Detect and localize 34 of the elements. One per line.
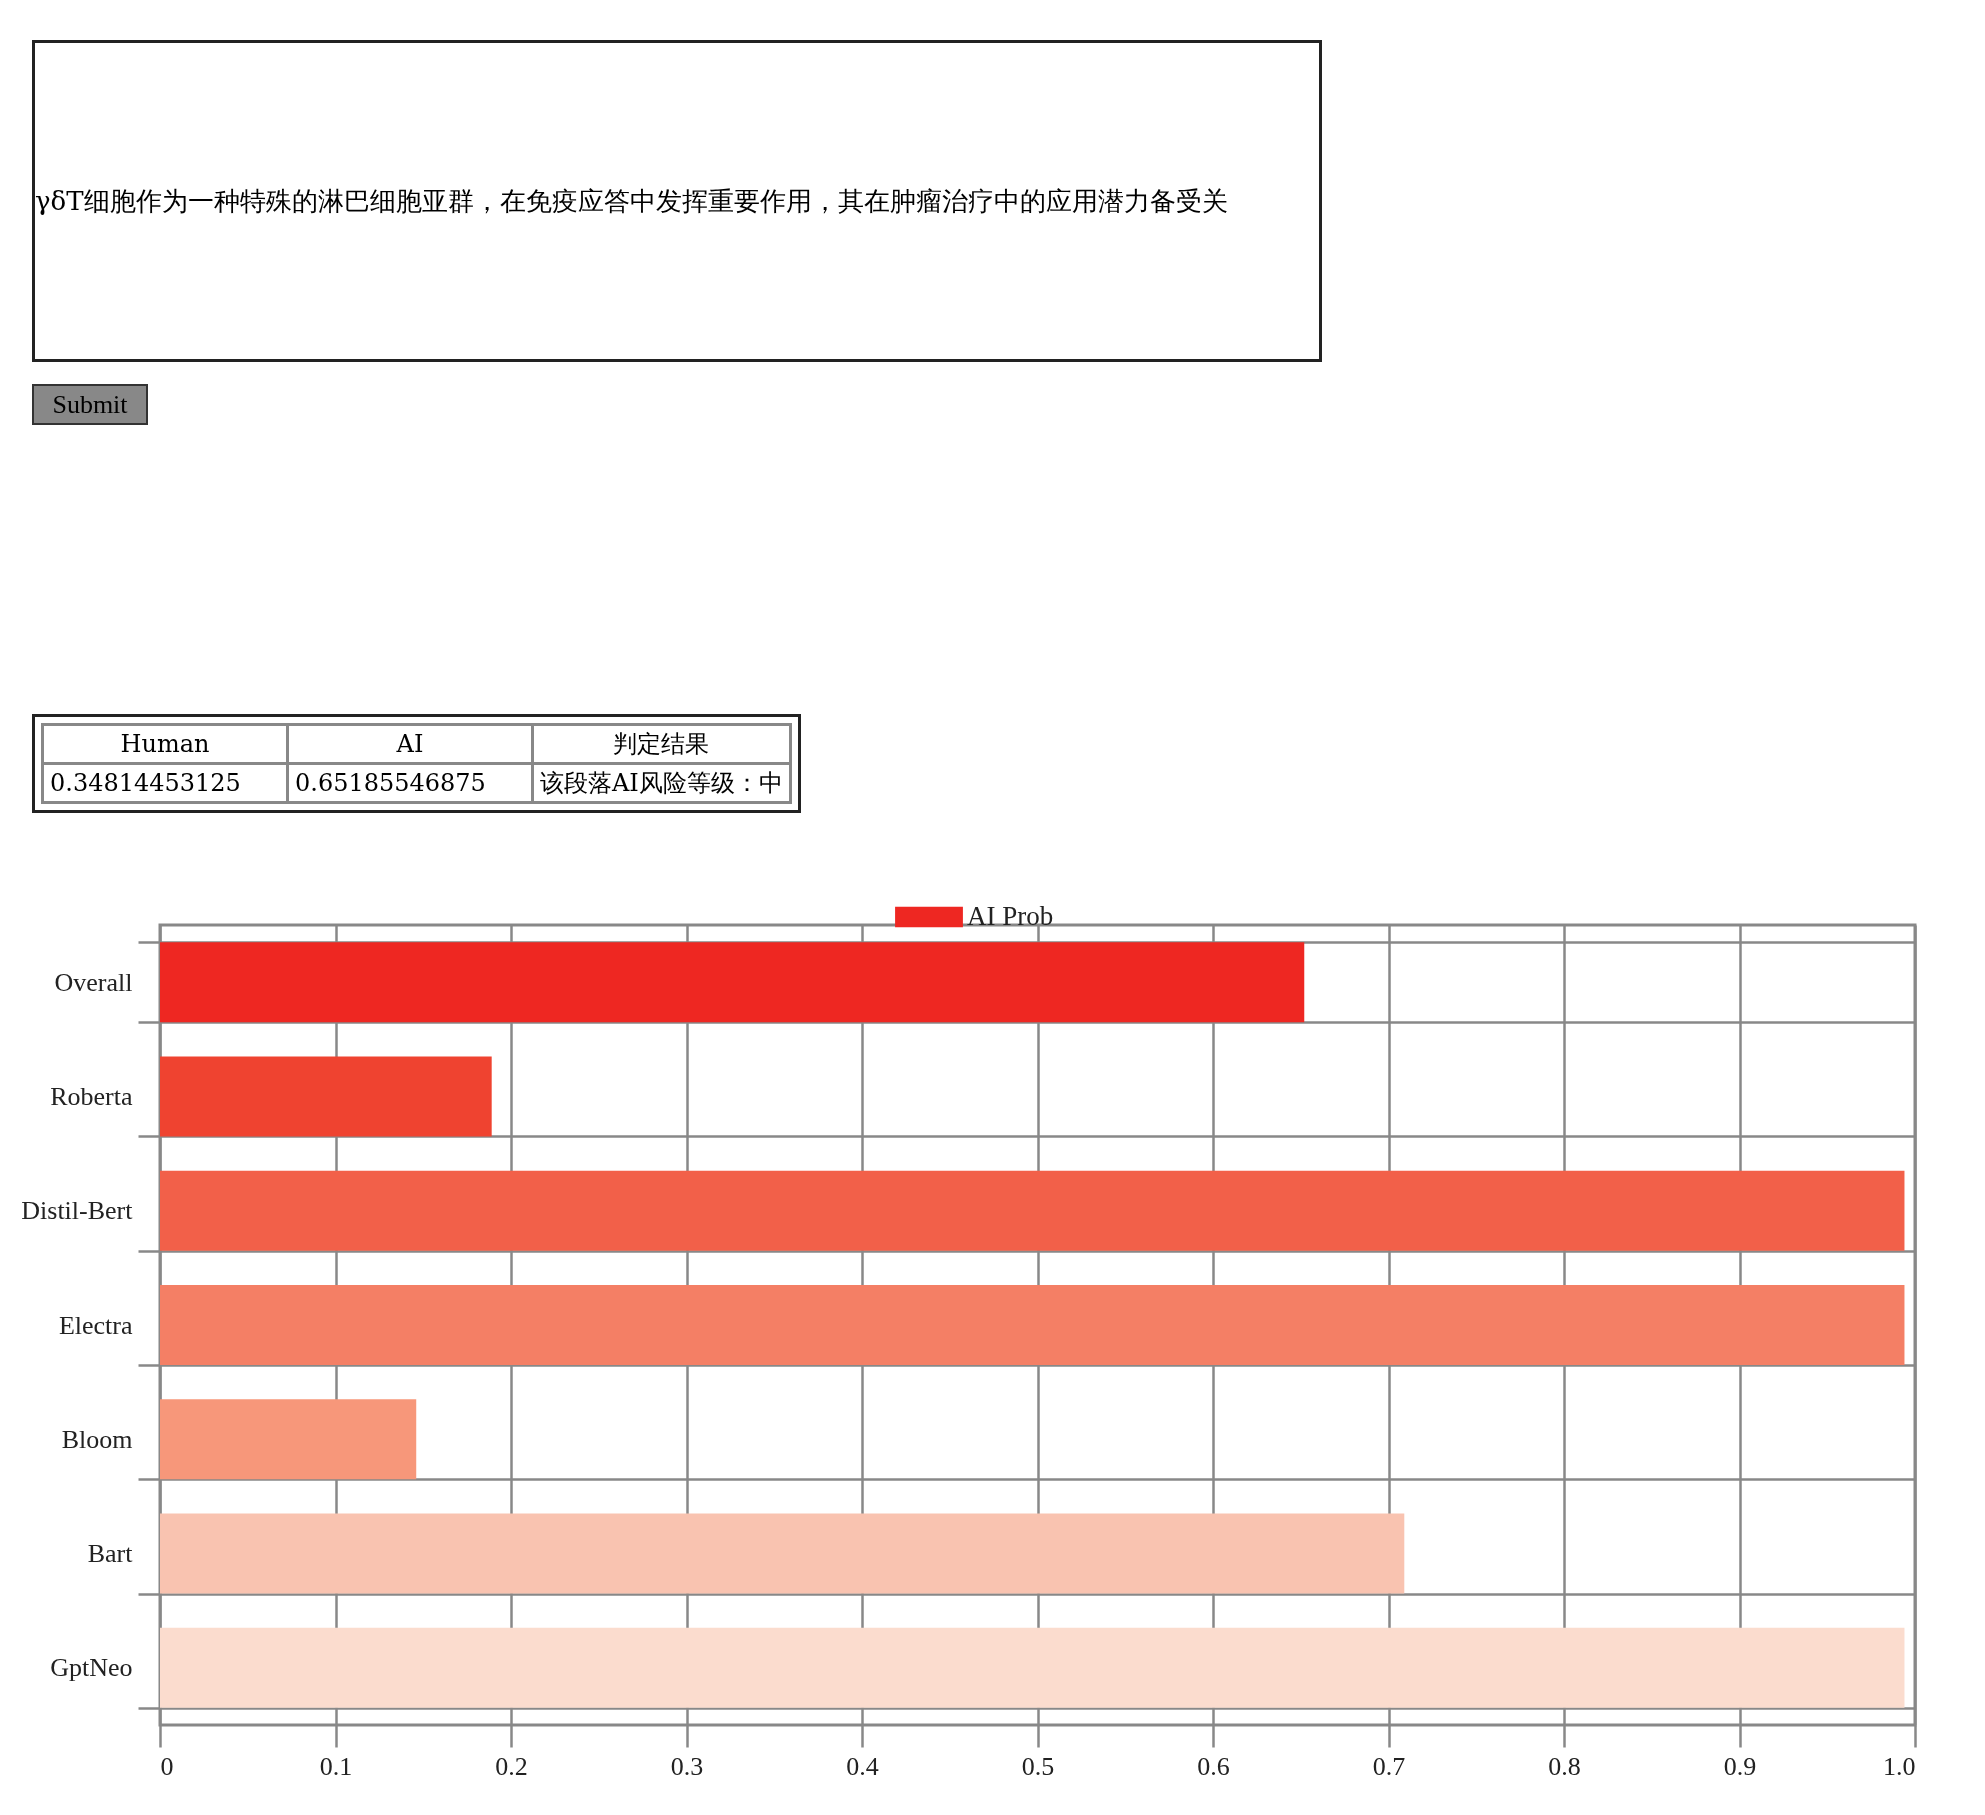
bar	[160, 1170, 1905, 1251]
y-tick-label: Bloom	[61, 1424, 133, 1454]
x-tick-label: 0	[160, 1751, 174, 1781]
bar	[160, 1285, 1905, 1365]
bar	[160, 1627, 1905, 1708]
legend-label: AI Prob	[967, 901, 1054, 931]
x-tick-label: 0.9	[1723, 1751, 1757, 1781]
y-tick-label: Overall	[54, 967, 133, 997]
x-tick-label: 0.7	[1372, 1751, 1406, 1781]
text: AI	[287, 724, 533, 764]
bar	[160, 1056, 492, 1137]
text: 判定结果	[532, 724, 791, 764]
text: 0.65185546875	[287, 763, 533, 803]
x-tick-label: 0.1	[319, 1751, 353, 1781]
x-tick-label: 0.2	[495, 1751, 528, 1781]
y-tick-label: GptNeo	[50, 1653, 133, 1683]
text: γδT细胞作为一种特殊的淋巴细胞亚群，在免疫应答中发挥重要作用，其在肿瘤治疗中的应用潜力备受关	[32, 40, 1322, 362]
y-tick-label: Roberta	[50, 1081, 133, 1111]
bar	[160, 1399, 417, 1480]
bar	[160, 942, 1305, 1023]
submit-button: Submit	[32, 384, 148, 425]
x-tick-label: 0.6	[1197, 1751, 1230, 1781]
x-tick-label: 0.4	[846, 1751, 879, 1781]
x-tick-label: 0.3	[670, 1751, 704, 1781]
x-tick-label: 0.5	[1021, 1751, 1055, 1781]
y-tick-label: Bart	[87, 1539, 134, 1569]
text: 该段落AI风险等级：中	[532, 763, 791, 803]
y-tick-label: Distil-Bert	[21, 1196, 134, 1226]
x-tick-label: 0.8	[1548, 1751, 1581, 1781]
bar	[160, 1513, 1405, 1594]
text: 0.34814453125	[42, 763, 288, 803]
y-tick-label: Electra	[58, 1310, 133, 1340]
text: Human	[42, 724, 288, 764]
x-tick-label: 1.0	[1883, 1751, 1916, 1781]
